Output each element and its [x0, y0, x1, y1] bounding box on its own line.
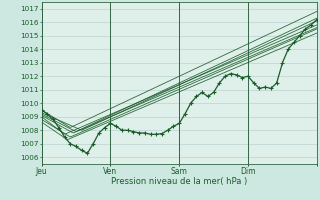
X-axis label: Pression niveau de la mer( hPa ): Pression niveau de la mer( hPa ) — [111, 177, 247, 186]
